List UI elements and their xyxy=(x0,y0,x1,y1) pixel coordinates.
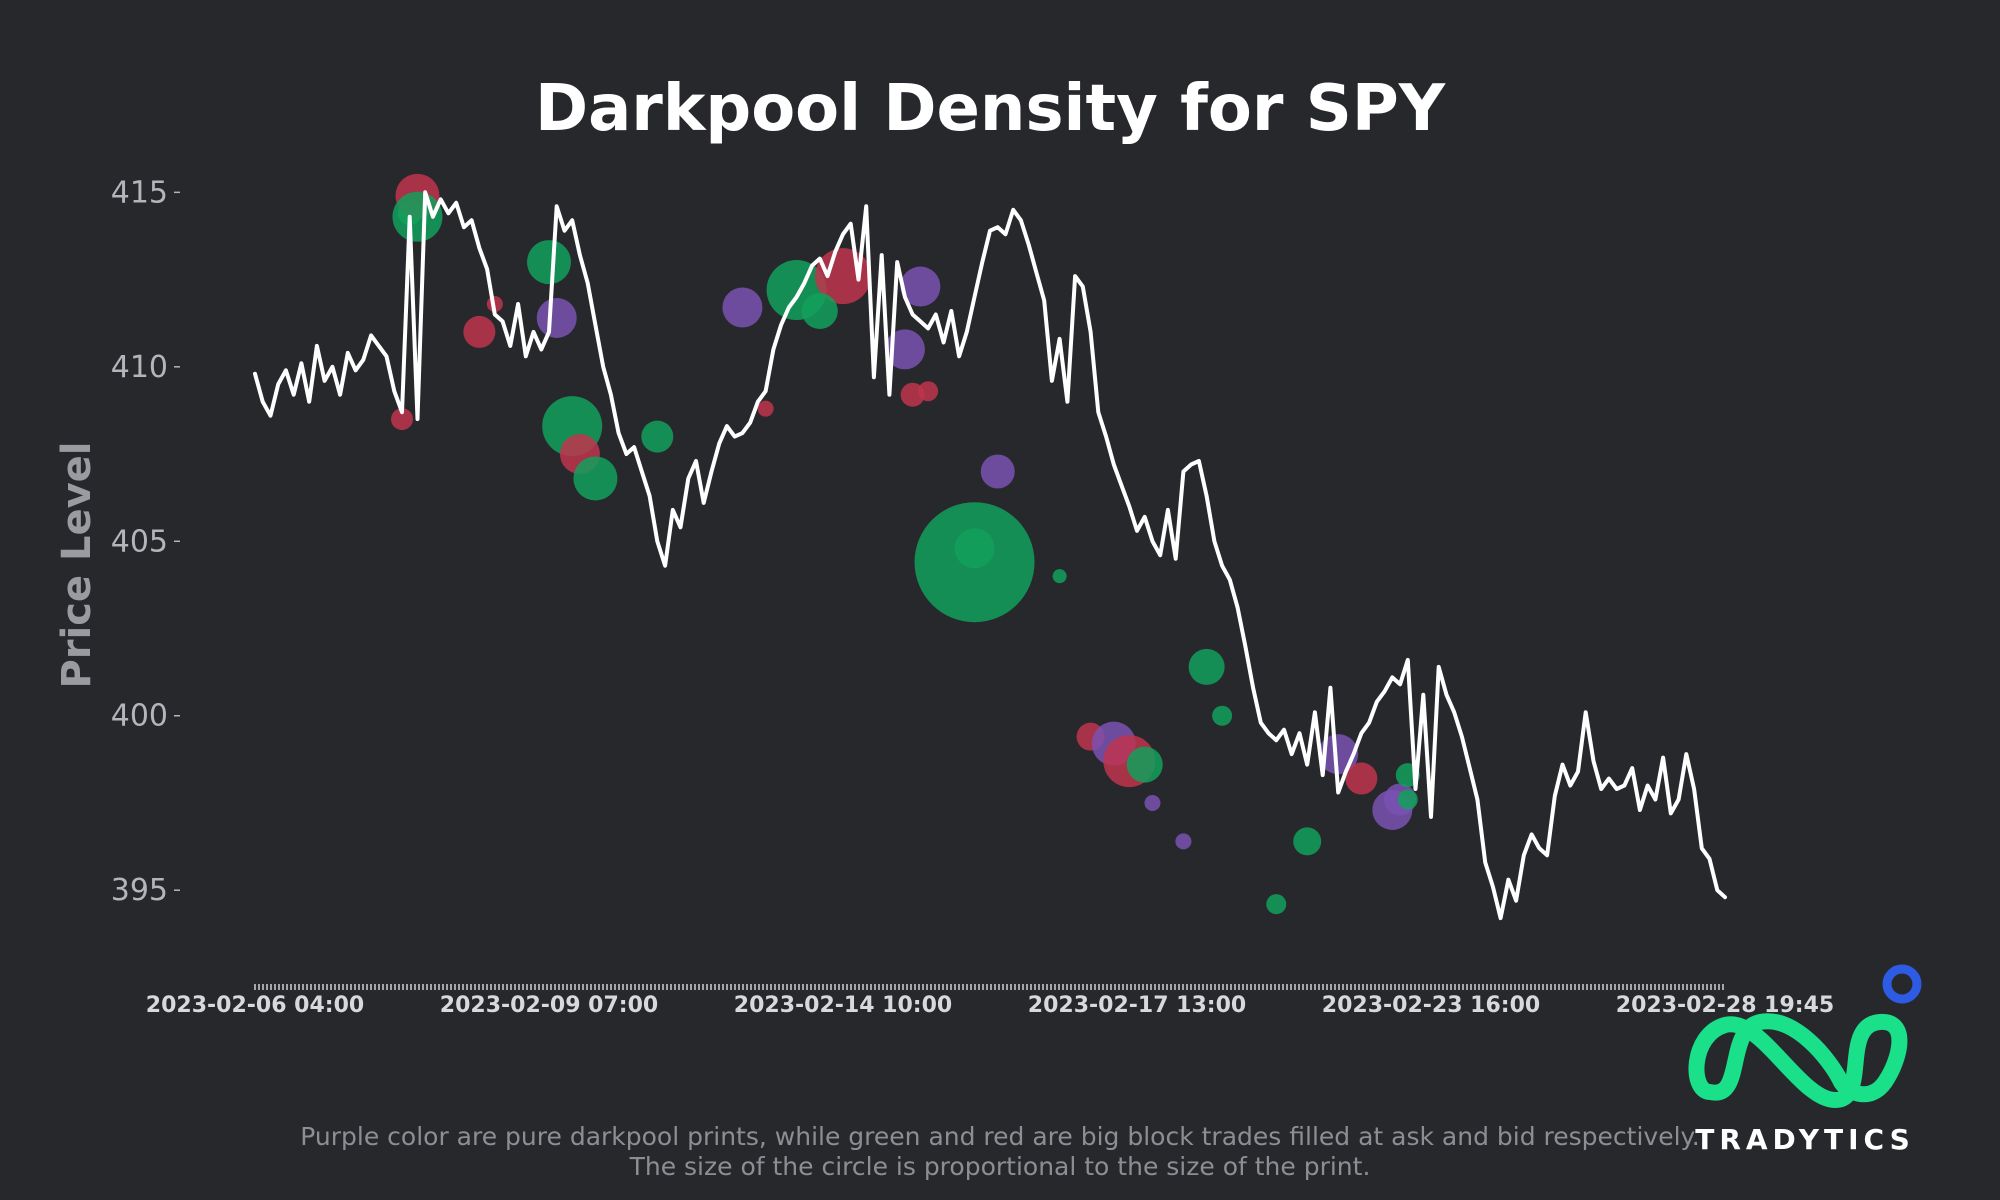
brand-name: TRADYTICS xyxy=(1695,1123,1915,1156)
print-circle xyxy=(884,329,925,370)
print-circles xyxy=(391,173,1420,915)
y-axis-label: Price Level xyxy=(54,441,100,688)
x-tick-label: 2023-02-14 10:00 xyxy=(734,993,952,1018)
tradytics-logo: TRADYTICS xyxy=(1688,964,1922,1156)
print-circle xyxy=(573,456,618,501)
price-line xyxy=(253,190,1727,921)
x-axis: 2023-02-06 04:00 2023-02-09 07:00 2023-02-… xyxy=(146,984,1834,1018)
print-circle xyxy=(900,266,941,307)
print-circle xyxy=(980,454,1015,489)
logo-dot-icon xyxy=(1882,964,1922,1004)
print-circle xyxy=(801,292,838,329)
y-tick-label: 400 xyxy=(111,699,168,734)
print-circle xyxy=(463,315,496,348)
print-circle xyxy=(527,240,571,285)
footnote-line-2: The size of the circle is proportional t… xyxy=(629,1152,1371,1181)
print-circle xyxy=(722,287,763,328)
print-circle xyxy=(1126,746,1163,783)
x-tick-label: 2023-02-06 04:00 xyxy=(146,993,364,1018)
print-circle xyxy=(1188,648,1225,685)
x-tick-label: 2023-02-17 13:00 xyxy=(1028,993,1246,1018)
y-tick-label: 395 xyxy=(111,873,168,908)
print-circle xyxy=(1175,833,1192,850)
logo-wave-icon xyxy=(1688,1013,1908,1108)
x-tick-label: 2023-02-23 16:00 xyxy=(1322,993,1540,1018)
chart-title: Darkpool Density for SPY xyxy=(535,72,1446,146)
y-tick-label: 415 xyxy=(111,175,168,210)
print-circle xyxy=(1052,569,1067,584)
print-circle xyxy=(536,297,577,338)
print-circle xyxy=(1345,762,1378,795)
print-circle xyxy=(391,408,413,431)
print-circle xyxy=(641,420,674,453)
print-circle xyxy=(1144,794,1161,811)
x-tick-label: 2023-02-28 19:45 xyxy=(1616,993,1834,1018)
print-circle xyxy=(1397,789,1418,810)
print-circle xyxy=(1266,894,1287,915)
footnote-line-1: Purple color are pure darkpool prints, w… xyxy=(300,1122,1699,1151)
y-axis: 395 400 405 410 415 xyxy=(111,175,180,908)
print-circle xyxy=(1293,827,1322,856)
print-circle xyxy=(1212,705,1233,726)
y-tick-label: 410 xyxy=(111,350,168,385)
print-circle xyxy=(954,528,995,569)
print-circle xyxy=(757,400,774,417)
x-tick-label: 2023-02-09 07:00 xyxy=(440,993,658,1018)
x-tick-band xyxy=(254,984,1724,990)
y-tick-label: 405 xyxy=(111,524,168,559)
print-circle xyxy=(918,381,939,402)
